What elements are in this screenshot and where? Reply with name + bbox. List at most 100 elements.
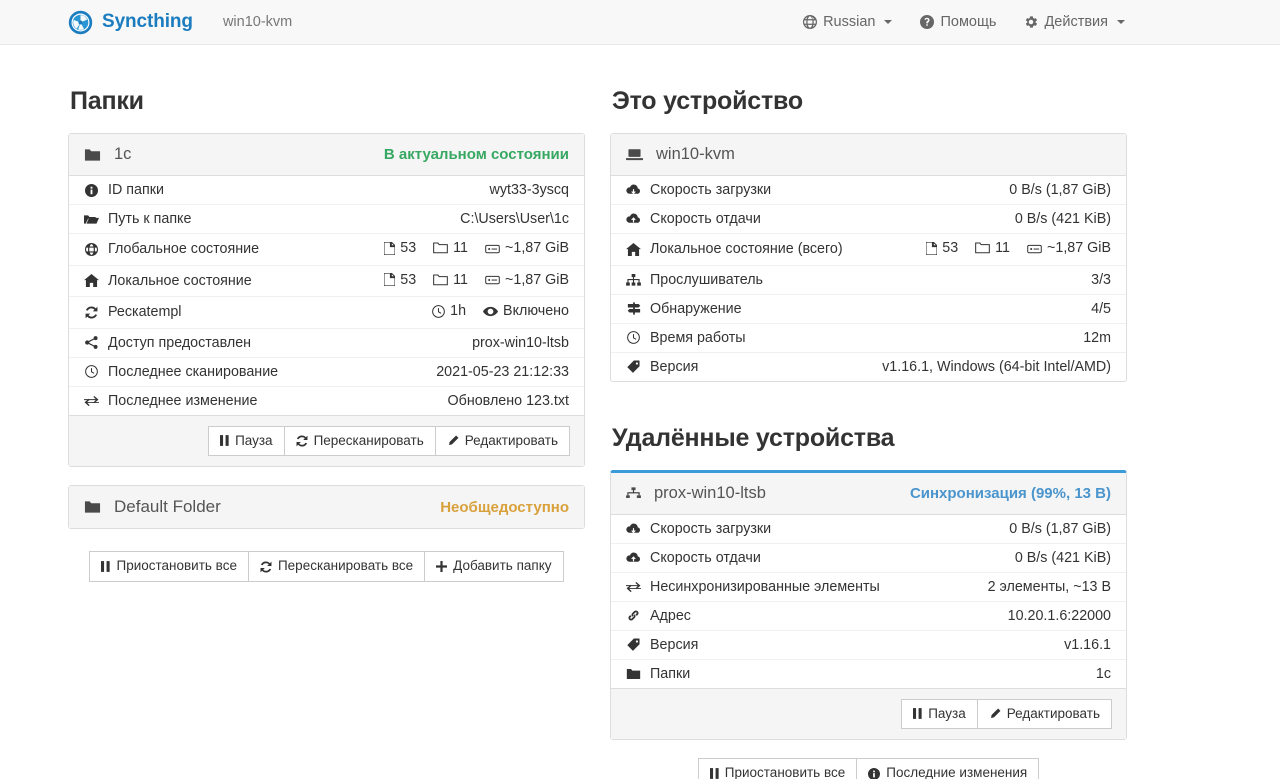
table-row: Путь к папке C:\Users\User\1c — [69, 204, 584, 234]
dirs-count: 11 — [975, 240, 1010, 256]
folders-footer-buttons: Приостановить все Пересканировать все До… — [68, 551, 585, 583]
files-count: 53 — [384, 272, 416, 288]
main-container: Папки 1c В актуальном состоянии ID папки — [0, 45, 1280, 779]
nav-language-dropdown[interactable]: Russian — [803, 14, 893, 30]
this-device-header[interactable]: win10-kvm — [611, 134, 1126, 176]
navbar-links: Russian Помощь Действия — [803, 14, 1280, 30]
row-label: Обнаружение — [650, 300, 742, 317]
pause-all-folders-button[interactable]: Приостановить все — [89, 551, 249, 583]
map-signs-icon — [626, 302, 641, 315]
row-label: Прослушиватель — [650, 271, 763, 288]
table-row: Локальное состояние (всего) 53 11 — [611, 233, 1126, 265]
folder-edit-button[interactable]: Редактировать — [434, 425, 570, 457]
size-value: ~1,87 GiB — [1027, 240, 1111, 256]
row-label: Папки — [650, 665, 691, 682]
watch-status: Включено — [483, 303, 569, 319]
row-label: Доступ предоставлен — [108, 334, 252, 351]
folder-panel-default: Default Folder Необщедоступно — [68, 485, 585, 530]
pause-all-devices-button[interactable]: Приостановить все — [697, 758, 858, 779]
row-value: wyt33-3yscq — [489, 182, 569, 198]
cloud-download-icon — [626, 184, 641, 196]
pencil-icon — [989, 708, 1001, 720]
row-value: 10.20.1.6:22000 — [945, 600, 1126, 630]
folder-panel-1c: 1c В актуальном состоянии ID папки wyt33… — [68, 133, 585, 468]
dirs-count: 11 — [433, 272, 468, 288]
row-value: 3/3 — [862, 264, 1126, 294]
table-row: Глобальное состояние 53 11 — [69, 233, 584, 265]
remote-devices-footer-buttons: Приостановить все Последние изменения До… — [610, 758, 1127, 779]
file-icon — [926, 241, 938, 255]
folder-status-default: Необщедоступно — [440, 498, 569, 516]
row-label: Скорость загрузки — [650, 520, 772, 537]
table-row: Рескаtempl 1h Включено — [69, 296, 584, 328]
gear-icon — [1024, 15, 1038, 29]
row-label: Время работы — [650, 329, 746, 346]
remote-device-status-prox: Синхронизация (99%, 13 B) — [909, 484, 1111, 502]
laptop-icon — [626, 148, 643, 161]
table-row: Скорость загрузки 0 B/s (1,87 GiB) — [611, 176, 1126, 205]
network-icon — [626, 486, 641, 500]
table-row: Адрес 10.20.1.6:22000 — [611, 600, 1126, 630]
table-row: Версия v1.16.1, Windows (64-bit Intel/AM… — [611, 351, 1126, 381]
add-folder-button[interactable]: Добавить папку — [424, 551, 564, 583]
row-value: 0 B/s (421 KiB) — [862, 204, 1126, 234]
row-label: Путь к папке — [108, 211, 192, 227]
table-row: Скорость отдачи 0 B/s (421 KiB) — [611, 204, 1126, 234]
cloud-download-icon — [626, 523, 641, 535]
row-value: 0 B/s (421 KiB) — [945, 542, 1126, 572]
cloud-upload-icon — [626, 213, 641, 225]
table-row: Последнее сканирование 2021-05-23 21:12:… — [69, 356, 584, 386]
folder-open-icon — [84, 213, 99, 226]
table-row: Папки 1c — [611, 658, 1126, 688]
eye-icon — [483, 306, 499, 317]
refresh-icon — [260, 561, 272, 573]
clock-icon — [626, 331, 641, 344]
recent-changes-button[interactable]: Последние изменения — [856, 758, 1040, 779]
exchange-icon — [626, 581, 641, 593]
folder-name-default: Default Folder — [114, 497, 221, 517]
remote-device-stats-table-prox: Скорость загрузки 0 B/s (1,87 GiB) Скоро… — [611, 515, 1126, 688]
folder-header-1c[interactable]: 1c В актуальном состоянии — [69, 134, 584, 176]
row-label: Скорость загрузки — [650, 182, 772, 198]
folders-heading: Папки — [70, 87, 144, 115]
nav-actions-dropdown[interactable]: Действия — [1024, 14, 1125, 30]
remote-device-edit-button[interactable]: Редактировать — [976, 698, 1112, 730]
clock-icon — [432, 304, 446, 318]
pause-icon — [709, 768, 719, 779]
out-of-sync-items-link[interactable]: 2 элементы, ~13 B — [945, 571, 1126, 601]
this-device-heading: Это устройство — [612, 87, 803, 115]
question-circle-icon — [920, 15, 935, 29]
plus-icon — [436, 561, 448, 573]
info-circle-icon — [868, 767, 881, 779]
refresh-icon — [84, 306, 99, 319]
file-icon — [384, 241, 396, 255]
rescan-interval: 1h — [432, 303, 466, 319]
this-device-panel: win10-kvm Скорость загрузки 0 B/s (1,87 … — [610, 133, 1127, 382]
rescan-all-folders-button[interactable]: Пересканировать все — [247, 551, 426, 583]
brand-name: Syncthing — [102, 11, 193, 32]
folder-header-default[interactable]: Default Folder Необщедоступно — [69, 486, 584, 529]
remote-device-panel-footer-prox: Пауза Редактировать — [611, 687, 1126, 740]
table-row: Версия v1.16.1 — [611, 629, 1126, 659]
size-value: ~1,87 GiB — [485, 240, 569, 256]
sitemap-icon — [626, 273, 641, 286]
table-row: Прослушиватель 3/3 — [611, 264, 1126, 294]
folder-icon — [626, 668, 641, 680]
folder-rescan-button[interactable]: Пересканировать — [283, 425, 436, 457]
row-label: Последнее сканирование — [108, 363, 279, 380]
table-row: Скорость загрузки 0 B/s (1,87 GiB) — [611, 515, 1126, 544]
remote-device-header-prox[interactable]: prox-win10-ltsb Синхронизация (99%, 13 B… — [611, 472, 1126, 515]
table-row: Локальное состояние 53 11 — [69, 264, 584, 297]
nav-help-link[interactable]: Помощь — [920, 14, 996, 30]
table-row: Последнее изменение Обновлено 123.txt — [69, 385, 584, 415]
row-label: Адрес — [650, 607, 691, 624]
cloud-upload-icon — [626, 552, 641, 564]
folder-pause-button[interactable]: Пауза — [208, 425, 285, 457]
remote-device-pause-button[interactable]: Пауза — [901, 698, 978, 730]
brand-link[interactable]: Syncthing — [68, 10, 193, 35]
hdd-icon — [485, 243, 500, 254]
dirs-count: 11 — [433, 240, 468, 256]
row-value: v1.16.1, Windows (64-bit Intel/AMD) — [862, 351, 1126, 381]
devices-column: Это устройство win10-kvm Скорость загруз… — [610, 45, 1127, 779]
table-row: Время работы 12m — [611, 322, 1126, 352]
